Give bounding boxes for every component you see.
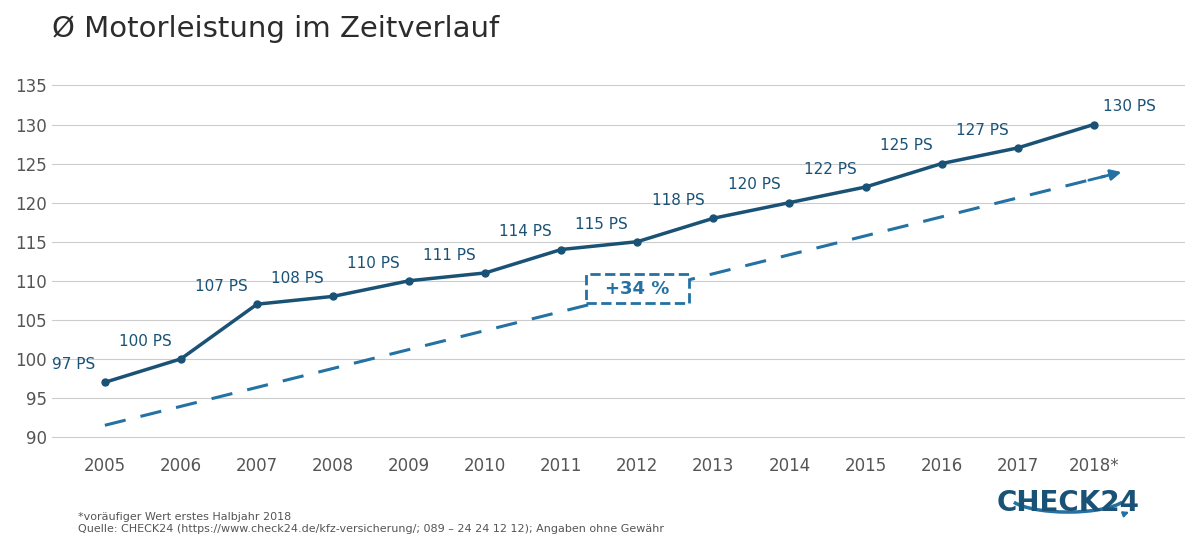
Text: 118 PS: 118 PS [652,193,704,208]
Text: 122 PS: 122 PS [804,162,857,177]
FancyBboxPatch shape [586,274,689,303]
Text: 107 PS: 107 PS [196,279,248,294]
Text: 108 PS: 108 PS [271,271,324,286]
Text: *voräufiger Wert erstes Halbjahr 2018
Quelle: CHECK24 (https://www.check24.de/kf: *voräufiger Wert erstes Halbjahr 2018 Qu… [78,512,664,534]
Text: 130 PS: 130 PS [1103,99,1156,114]
Text: 100 PS: 100 PS [119,334,172,349]
Text: 114 PS: 114 PS [499,224,552,239]
Text: 127 PS: 127 PS [955,123,1008,138]
Text: 97 PS: 97 PS [53,357,96,372]
Text: CHECK24: CHECK24 [996,489,1140,517]
Text: 110 PS: 110 PS [347,255,400,271]
Text: 115 PS: 115 PS [576,217,628,232]
Text: 125 PS: 125 PS [880,139,932,154]
Text: 120 PS: 120 PS [727,177,780,192]
Text: +34 %: +34 % [605,280,670,298]
Text: Ø Motorleistung im Zeitverlauf: Ø Motorleistung im Zeitverlauf [52,15,499,43]
Text: 111 PS: 111 PS [424,248,476,263]
